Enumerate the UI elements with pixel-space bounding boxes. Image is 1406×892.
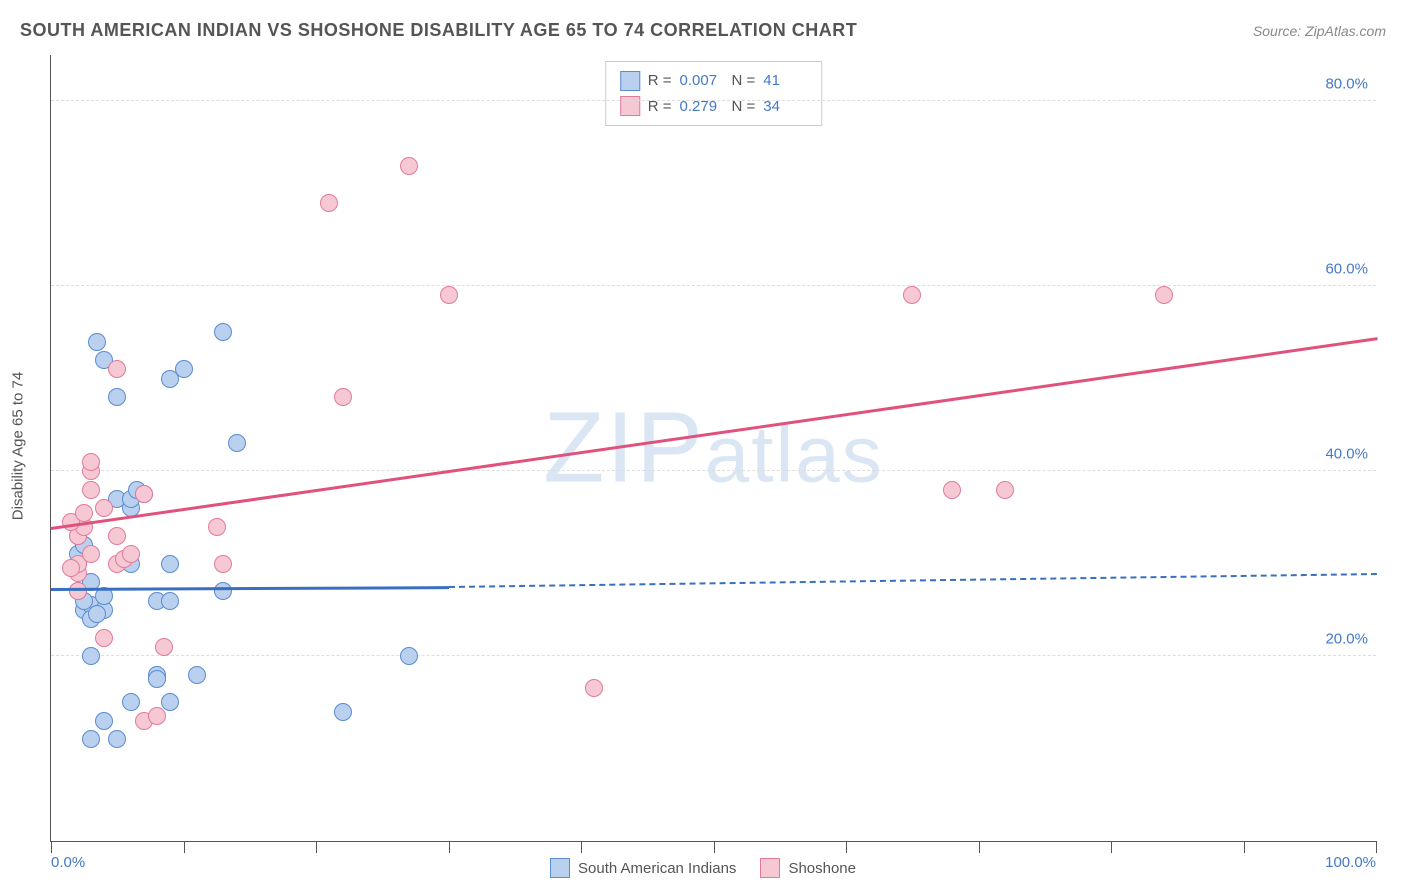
data-point xyxy=(155,638,173,656)
data-point xyxy=(400,157,418,175)
y-tick-label: 60.0% xyxy=(1325,261,1368,278)
legend-stats: R = 0.007 N = 41 R = 0.279 N = 34 xyxy=(605,61,823,126)
data-point xyxy=(175,360,193,378)
data-point xyxy=(69,582,87,600)
data-point xyxy=(75,504,93,522)
title-bar: SOUTH AMERICAN INDIAN VS SHOSHONE DISABI… xyxy=(20,20,1386,41)
x-tick xyxy=(449,841,450,853)
data-point xyxy=(82,481,100,499)
data-point xyxy=(82,545,100,563)
x-tick xyxy=(1244,841,1245,853)
data-point xyxy=(214,555,232,573)
data-point xyxy=(88,605,106,623)
legend-stats-row: R = 0.279 N = 34 xyxy=(620,94,808,120)
x-tick xyxy=(184,841,185,853)
data-point xyxy=(108,730,126,748)
data-point xyxy=(440,286,458,304)
data-point xyxy=(122,545,140,563)
data-point xyxy=(108,360,126,378)
data-point xyxy=(161,693,179,711)
data-point xyxy=(161,555,179,573)
stat-n-value: 41 xyxy=(763,68,807,94)
bottom-legend: South American Indians Shoshone xyxy=(550,858,856,878)
x-tick xyxy=(581,841,582,853)
legend-item: Shoshone xyxy=(760,858,856,878)
legend-item: South American Indians xyxy=(550,858,736,878)
gridline xyxy=(51,100,1376,101)
data-point xyxy=(95,499,113,517)
source-label: Source: ZipAtlas.com xyxy=(1253,23,1386,39)
x-tick-label: 0.0% xyxy=(51,854,85,871)
data-point xyxy=(996,481,1014,499)
x-tick-label: 100.0% xyxy=(1325,854,1376,871)
gridline xyxy=(51,285,1376,286)
data-point xyxy=(148,707,166,725)
legend-label: Shoshone xyxy=(788,860,856,877)
data-point xyxy=(400,647,418,665)
chart-container: SOUTH AMERICAN INDIAN VS SHOSHONE DISABI… xyxy=(0,0,1406,892)
legend-swatch xyxy=(620,96,640,116)
data-point xyxy=(188,666,206,684)
y-tick-label: 80.0% xyxy=(1325,76,1368,93)
data-point xyxy=(135,485,153,503)
data-point xyxy=(320,194,338,212)
data-point xyxy=(108,388,126,406)
data-point xyxy=(161,592,179,610)
data-point xyxy=(82,453,100,471)
stat-n-label: N = xyxy=(732,68,756,94)
data-point xyxy=(95,712,113,730)
gridline xyxy=(51,655,1376,656)
y-axis-label: Disability Age 65 to 74 xyxy=(10,372,27,520)
stat-r-label: R = xyxy=(648,94,672,120)
data-point xyxy=(82,730,100,748)
gridline xyxy=(51,470,1376,471)
data-point xyxy=(1155,286,1173,304)
data-point xyxy=(148,670,166,688)
y-tick-label: 20.0% xyxy=(1325,631,1368,648)
data-point xyxy=(334,703,352,721)
x-tick xyxy=(846,841,847,853)
stat-n-value: 34 xyxy=(763,94,807,120)
legend-swatch xyxy=(760,858,780,878)
data-point xyxy=(108,527,126,545)
stat-n-label: N = xyxy=(732,94,756,120)
data-point xyxy=(943,481,961,499)
x-tick xyxy=(979,841,980,853)
x-tick xyxy=(1376,841,1377,853)
stat-r-label: R = xyxy=(648,68,672,94)
trendline xyxy=(51,337,1377,530)
watermark: ZIPatlas xyxy=(543,391,884,506)
data-point xyxy=(214,323,232,341)
y-tick-label: 40.0% xyxy=(1325,446,1368,463)
legend-swatch xyxy=(550,858,570,878)
plot-area: ZIPatlas R = 0.007N = 41R = 0.279N = 34 … xyxy=(50,55,1376,842)
data-point xyxy=(903,286,921,304)
legend-swatch xyxy=(620,71,640,91)
data-point xyxy=(62,559,80,577)
trendline-dashed xyxy=(449,573,1377,588)
stat-r-value: 0.007 xyxy=(680,68,724,94)
chart-title: SOUTH AMERICAN INDIAN VS SHOSHONE DISABI… xyxy=(20,20,857,41)
legend-label: South American Indians xyxy=(578,860,736,877)
legend-stats-row: R = 0.007 N = 41 xyxy=(620,68,808,94)
data-point xyxy=(214,582,232,600)
data-point xyxy=(228,434,246,452)
stat-r-value: 0.279 xyxy=(680,94,724,120)
data-point xyxy=(208,518,226,536)
trendline xyxy=(51,586,449,591)
x-tick xyxy=(1111,841,1112,853)
data-point xyxy=(122,693,140,711)
data-point xyxy=(95,629,113,647)
data-point xyxy=(82,647,100,665)
data-point xyxy=(585,679,603,697)
x-tick xyxy=(714,841,715,853)
data-point xyxy=(88,333,106,351)
data-point xyxy=(334,388,352,406)
x-tick xyxy=(51,841,52,853)
x-tick xyxy=(316,841,317,853)
